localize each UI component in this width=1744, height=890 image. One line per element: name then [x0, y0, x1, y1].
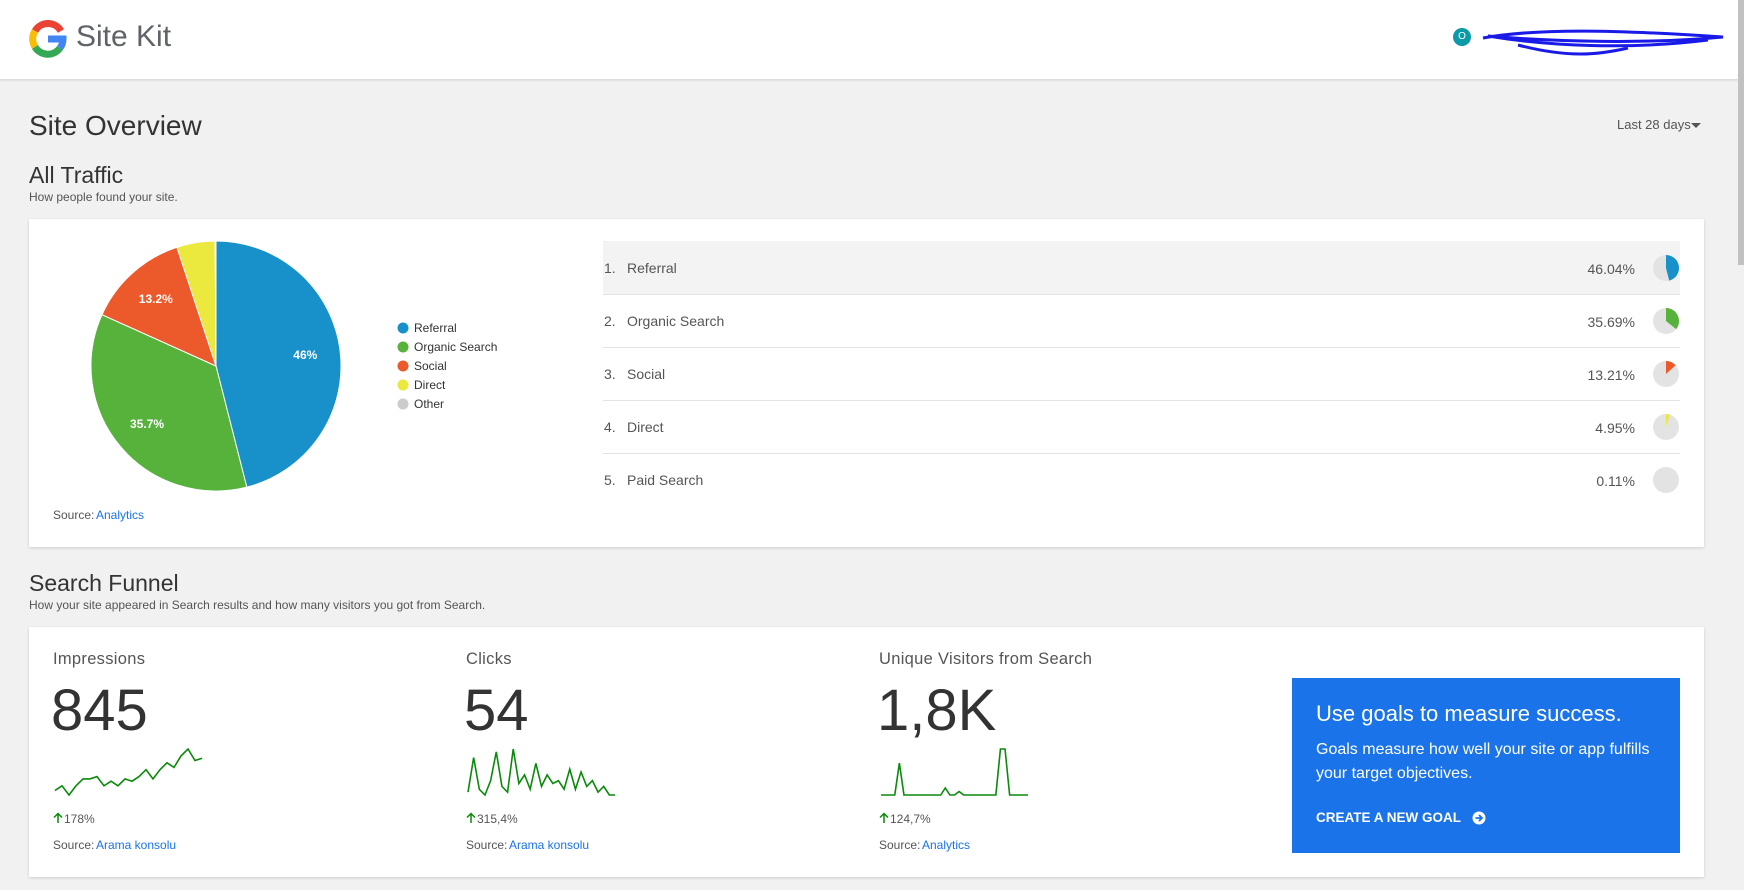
legend-swatch: [397, 398, 409, 410]
share: 13.21%: [1587, 367, 1635, 383]
change-arrow: [53, 812, 63, 823]
sparkline-line: [54, 747, 203, 797]
rank: 5.: [604, 472, 616, 488]
section-title: All Traffic: [29, 162, 124, 188]
sparkline-line: [881, 748, 1028, 796]
mini-pie: [1653, 414, 1679, 440]
mini-pie: [1653, 361, 1679, 387]
section-subtitle: How your site appeared in Search results…: [29, 598, 486, 612]
slice-label: 46%: [293, 348, 317, 362]
metric-change: 315,4%: [477, 812, 518, 826]
mini-pie-slice: [1666, 308, 1679, 330]
google-logo: [29, 20, 67, 58]
cta-icon: [1472, 811, 1486, 825]
table-row: 1. Referral 46.04%: [603, 241, 1680, 295]
metric-label: Unique Visitors from Search: [879, 650, 1093, 668]
metric-change: 178%: [64, 812, 95, 826]
arrow-shape: [466, 812, 476, 823]
share: 4.95%: [1595, 420, 1635, 436]
change-arrow: [466, 812, 476, 823]
pie-slice: [214, 240, 217, 367]
source-link[interactable]: Analytics: [96, 508, 145, 522]
page-title: Site Overview: [29, 110, 202, 141]
sparkline: [54, 747, 203, 797]
share: 0.11%: [1596, 473, 1635, 489]
mini-pie: [1653, 467, 1679, 493]
source-prefix: Source:: [53, 838, 95, 852]
metric-value: 54: [464, 678, 529, 743]
date-range[interactable]: Last 28 days: [1617, 117, 1691, 132]
pie-slice: [101, 246, 217, 367]
metric-label: Clicks: [466, 650, 512, 668]
legend-label: Referral: [414, 321, 457, 335]
pie-chart: 46% Referral 35.7% Organic Search 13.2% Socia…: [90, 240, 497, 492]
rank: 2.: [604, 313, 616, 329]
share: 35.69%: [1587, 314, 1635, 330]
channel: Referral: [627, 260, 677, 276]
source-link[interactable]: Analytics: [922, 838, 971, 852]
legend-label: Other: [414, 397, 444, 411]
metric-value: 1,8K: [877, 678, 997, 743]
promo-cta[interactable]: CREATE A NEW GOAL: [1316, 810, 1461, 825]
arrow-shape: [879, 812, 889, 823]
promo-body: Goals measure how well your site or app …: [1316, 741, 1650, 758]
share: 46.04%: [1587, 261, 1635, 277]
table-row: 4. Direct 4.95%: [603, 400, 1680, 454]
source-link[interactable]: Arama konsolu: [509, 838, 590, 852]
legend-label: Social: [414, 359, 447, 373]
source-prefix: Source:: [879, 838, 921, 852]
legend-label: Organic Search: [414, 340, 497, 354]
legend-swatch: [397, 322, 409, 334]
brand: Site Kit: [76, 20, 172, 53]
metric-change: 124,7%: [890, 812, 931, 826]
rank: 4.: [604, 419, 616, 435]
source-prefix: Source:: [53, 508, 95, 522]
legend-swatch: [397, 341, 409, 353]
channel: Direct: [627, 419, 664, 435]
traffic-table: 1. Referral 46.04% 2. Organic Search 35.69% 3.…: [603, 241, 1680, 506]
pie-slice: [90, 314, 248, 492]
section-title: Search Funnel: [29, 570, 179, 596]
source-link[interactable]: Arama konsolu: [96, 838, 177, 852]
channel: Paid Search: [627, 472, 704, 488]
section-subtitle: How people found your site.: [29, 190, 178, 204]
mini-pie-slice: [1666, 255, 1679, 281]
rank: 1.: [604, 260, 616, 276]
metric-value: 845: [51, 678, 148, 743]
dropdown-arrow: [1691, 123, 1701, 128]
channel: Organic Search: [627, 313, 725, 329]
mini-pie-slice: [1666, 361, 1676, 374]
mini-pie-slice: [1666, 414, 1670, 427]
rank: 3.: [604, 366, 616, 382]
channel: Social: [627, 366, 666, 382]
promo-title: Use goals to measure success.: [1316, 701, 1622, 726]
legend-swatch: [397, 360, 409, 372]
table-row: 2. Organic Search 35.69%: [603, 294, 1680, 348]
slice-label: 13.2%: [139, 292, 173, 306]
legend-swatch: [397, 379, 409, 391]
table-row: 5. Paid Search 0.11%: [603, 453, 1680, 506]
pie-slice: [215, 240, 342, 488]
scrollbar-thumb[interactable]: [1738, 0, 1744, 265]
promo-body: your target objectives.: [1316, 765, 1473, 782]
sparkline: [467, 748, 615, 797]
source-prefix: Source:: [466, 838, 508, 852]
sparkline-line: [467, 748, 615, 797]
slice-label: 35.7%: [130, 417, 164, 431]
sparkline: [881, 748, 1028, 796]
legend-label: Direct: [414, 378, 446, 392]
redaction-scribble: [1482, 29, 1724, 56]
table-row: 3. Social 13.21%: [603, 347, 1680, 401]
header-bar: [0, 0, 1738, 80]
mini-pie: [1653, 255, 1679, 281]
avatar[interactable]: O: [1453, 28, 1471, 46]
mini-pie: [1653, 308, 1679, 334]
metric-label: Impressions: [53, 650, 146, 668]
arrow-shape: [53, 812, 63, 823]
change-arrow: [879, 812, 889, 823]
goals-promo: Use goals to measure success. Goals meas…: [1292, 678, 1680, 853]
